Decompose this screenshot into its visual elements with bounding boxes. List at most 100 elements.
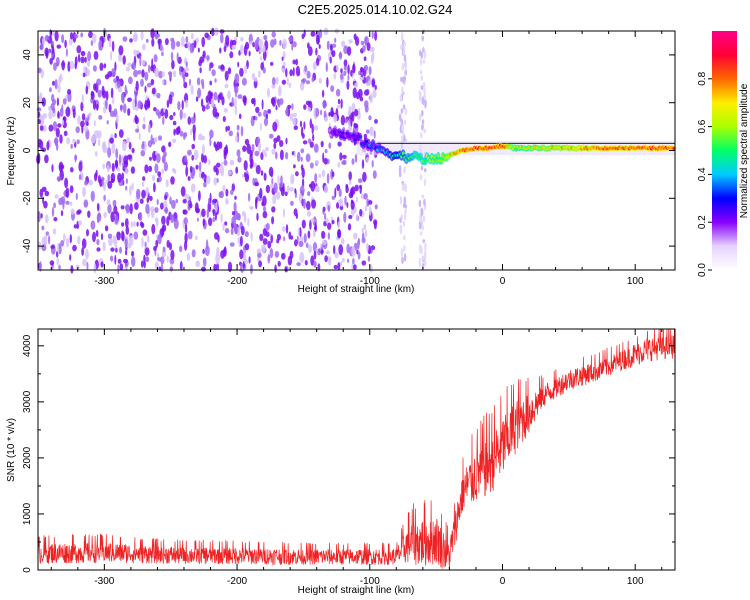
noise-speckle bbox=[138, 132, 141, 140]
noise-speckle bbox=[225, 35, 230, 46]
noise-speckle bbox=[106, 120, 109, 125]
noise-speckle bbox=[314, 222, 317, 231]
noise-speckle bbox=[120, 205, 125, 210]
noise-stripe-speckle bbox=[401, 86, 404, 96]
noise-speckle bbox=[153, 107, 157, 112]
noise-speckle bbox=[133, 221, 136, 227]
noise-speckle bbox=[85, 248, 89, 260]
noise-speckle bbox=[339, 198, 343, 207]
noise-speckle bbox=[295, 58, 298, 66]
noise-speckle bbox=[61, 60, 65, 71]
noise-speckle bbox=[153, 182, 156, 193]
noise-speckle bbox=[104, 74, 110, 80]
noise-speckle bbox=[45, 214, 49, 224]
noise-speckle bbox=[102, 163, 106, 169]
noise-stripe-speckle bbox=[421, 194, 425, 199]
noise-speckle bbox=[151, 87, 156, 95]
noise-speckle bbox=[302, 198, 306, 209]
noise-speckle bbox=[90, 190, 95, 202]
noise-speckle bbox=[69, 201, 73, 207]
noise-speckle bbox=[201, 78, 204, 86]
noise-speckle bbox=[231, 97, 234, 107]
noise-speckle bbox=[253, 77, 258, 82]
noise-speckle bbox=[134, 92, 137, 102]
noise-speckle bbox=[130, 166, 136, 174]
noise-speckle bbox=[86, 121, 89, 126]
noise-speckle bbox=[317, 248, 321, 256]
noise-speckle bbox=[199, 67, 202, 74]
noise-speckle bbox=[320, 249, 324, 254]
noise-speckle bbox=[321, 240, 327, 246]
noise-speckle bbox=[103, 146, 108, 153]
colorbar-gradient bbox=[712, 31, 737, 270]
noise-speckle bbox=[209, 91, 214, 98]
noise-speckle bbox=[357, 88, 363, 98]
noise-speckle bbox=[167, 71, 173, 76]
noise-speckle bbox=[81, 238, 87, 249]
noise-speckle bbox=[305, 242, 309, 248]
noise-speckle bbox=[108, 103, 112, 113]
noise-speckle bbox=[288, 231, 292, 240]
noise-speckle bbox=[131, 250, 135, 257]
noise-speckle bbox=[168, 94, 173, 105]
noise-speckle bbox=[39, 125, 44, 131]
noise-speckle bbox=[120, 104, 123, 112]
noise-speckle bbox=[372, 170, 377, 179]
noise-speckle bbox=[51, 164, 54, 173]
noise-speckle bbox=[357, 239, 360, 250]
noise-speckle bbox=[183, 217, 188, 226]
noise-speckle bbox=[166, 216, 170, 226]
noise-stripe-speckle bbox=[401, 123, 405, 134]
noise-speckle bbox=[313, 107, 316, 118]
noise-speckle bbox=[201, 153, 204, 163]
noise-speckle bbox=[160, 256, 165, 265]
noise-speckle bbox=[39, 188, 44, 198]
noise-speckle bbox=[212, 216, 216, 223]
noise-speckle bbox=[182, 198, 187, 204]
noise-speckle bbox=[54, 194, 59, 199]
noise-speckle bbox=[215, 253, 221, 265]
noise-stripe-speckle bbox=[421, 119, 425, 125]
noise-speckle bbox=[315, 57, 320, 66]
noise-speckle bbox=[142, 176, 146, 181]
noise-speckle bbox=[282, 208, 286, 218]
noise-speckle bbox=[191, 143, 195, 150]
x-tick-label: -200 bbox=[227, 276, 247, 287]
noise-speckle bbox=[189, 43, 195, 54]
noise-speckle bbox=[135, 128, 140, 133]
noise-speckle bbox=[365, 76, 369, 84]
noise-speckle bbox=[201, 266, 206, 272]
noise-speckle bbox=[87, 60, 90, 67]
noise-speckle bbox=[161, 71, 165, 78]
noise-speckle bbox=[240, 44, 244, 55]
noise-speckle bbox=[282, 51, 286, 59]
noise-speckle bbox=[107, 180, 113, 189]
noise-speckle bbox=[151, 174, 156, 182]
noise-speckle bbox=[353, 232, 358, 240]
noise-speckle bbox=[70, 208, 75, 215]
noise-speckle bbox=[80, 56, 85, 64]
noise-stripe-speckle bbox=[403, 253, 407, 262]
noise-speckle bbox=[77, 235, 81, 245]
noise-stripe-speckle bbox=[419, 58, 423, 66]
noise-speckle bbox=[275, 151, 278, 160]
noise-speckle bbox=[129, 38, 133, 43]
noise-speckle bbox=[127, 97, 132, 103]
noise-speckle bbox=[65, 200, 70, 205]
noise-speckle bbox=[142, 43, 146, 51]
noise-speckle bbox=[262, 67, 266, 74]
noise-speckle bbox=[122, 103, 127, 114]
noise-speckle bbox=[364, 100, 369, 108]
noise-speckle bbox=[229, 242, 235, 247]
noise-speckle bbox=[258, 38, 264, 49]
noise-speckle bbox=[63, 233, 66, 243]
noise-speckle bbox=[122, 162, 125, 167]
noise-speckle bbox=[295, 171, 299, 177]
noise-speckle bbox=[295, 65, 300, 77]
noise-speckle bbox=[115, 247, 118, 253]
noise-speckle bbox=[358, 178, 362, 184]
noise-speckle bbox=[313, 125, 318, 131]
noise-speckle bbox=[269, 133, 274, 139]
noise-speckle bbox=[254, 116, 258, 121]
noise-speckle bbox=[161, 52, 164, 57]
